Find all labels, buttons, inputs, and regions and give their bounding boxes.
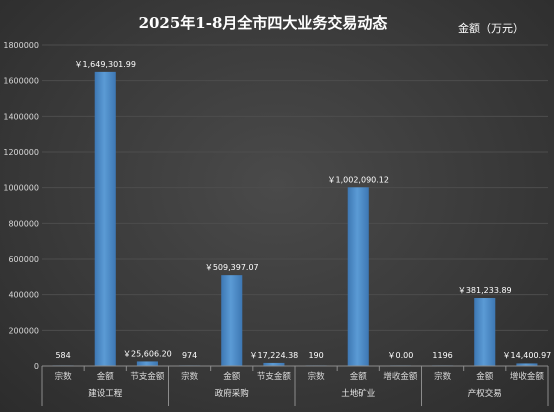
data-label: 974 [182,351,197,360]
y-tick-label: 400000 [8,291,39,300]
x-category-label: 节支金额 [257,371,292,382]
bars: 584 ￥1,649,301.99 ￥25,606.20 974 ￥509,397.07… [52,60,552,366]
y-tick-label: 1000000 [3,184,39,193]
bar [516,363,538,366]
x-category-label: 宗数 [434,371,452,382]
y-tick-label: 1200000 [3,148,39,157]
data-label: 190 [308,351,323,360]
gridlines [42,44,548,331]
bar [474,298,496,366]
bar [94,71,116,366]
data-label: ￥17,224.38 [250,351,299,360]
data-label: 584 [55,351,70,360]
data-label: 1196 [432,351,452,360]
x-category-label: 节支金额 [130,371,165,382]
y-tick-label: 600000 [8,255,39,264]
x-group-label: 建设工程 [88,388,123,399]
data-label: ￥25,606.20 [123,349,172,358]
data-label: ￥1,002,090.12 [328,175,389,184]
y-tick-label: 1600000 [3,77,39,86]
bar [221,275,243,366]
data-label: ￥0.00 [388,351,414,360]
bar [136,361,158,366]
axes: 0 200000 400000 600000 800000 1000000 1200000 1… [3,41,549,406]
bar [347,187,369,366]
x-group-label: 政府采购 [215,388,249,399]
data-label: ￥381,233.89 [458,286,512,295]
y-tick-label: 1800000 [3,41,39,50]
x-group-label: 产权交易 [468,388,502,399]
x-category-label: 宗数 [308,371,326,382]
data-label: ￥509,397.07 [205,263,259,272]
y-tick-label: 200000 [8,326,39,335]
x-category-label: 金额 [223,371,241,382]
data-label: ￥1,649,301.99 [75,60,136,69]
x-category-label: 宗数 [55,371,73,382]
x-category-label: 增收金额 [510,371,545,382]
x-group-label: 土地矿业 [341,388,375,399]
x-category-label: 宗数 [181,371,199,382]
y-tick-label: 1400000 [3,112,39,121]
data-label: ￥14,400.97 [503,351,552,360]
x-category-label: 增收金额 [383,371,418,382]
x-category-label: 金额 [350,371,368,382]
x-category-label: 金额 [97,371,115,382]
unit-label: 金额（万元） [458,21,524,35]
chart-title: 2025年1-8月全市四大业务交易动态 [139,14,388,32]
x-category-label: 金额 [476,371,494,382]
y-tick-label: 0 [34,362,39,371]
bar [263,362,285,366]
y-tick-label: 800000 [8,219,39,228]
